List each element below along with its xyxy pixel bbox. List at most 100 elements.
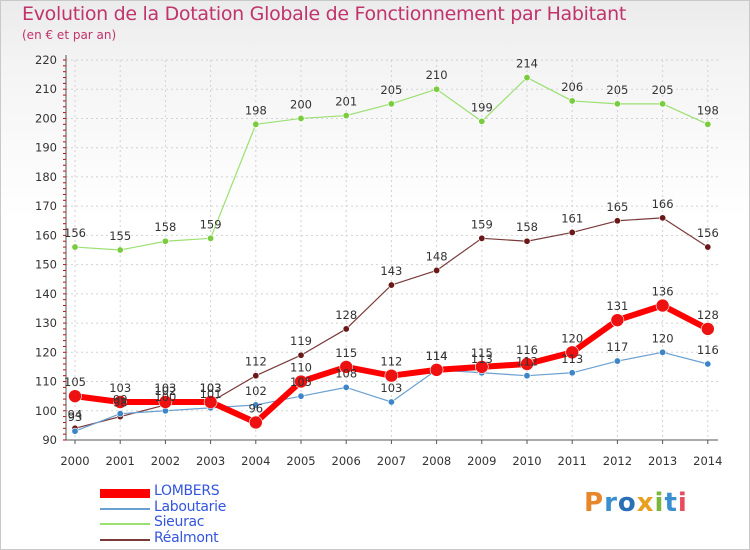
series-lombers [68, 298, 715, 430]
data-label-laboutarie: 120 [652, 331, 674, 345]
y-tick-label: 160 [35, 228, 57, 242]
data-point-r-almont [568, 228, 576, 236]
data-label-laboutarie: 102 [245, 384, 267, 398]
data-label-lombers: 105 [64, 375, 86, 389]
data-point-lombers [203, 395, 218, 409]
y-tick-label: 210 [35, 82, 57, 96]
data-label-laboutarie: 101 [200, 387, 222, 401]
data-label-lombers: 103 [200, 381, 222, 395]
y-tick-label: 220 [35, 53, 57, 67]
y-tick-label: 150 [35, 258, 57, 272]
logo-letter: t [664, 488, 678, 518]
data-label-r-almont: 165 [606, 200, 628, 214]
data-label-laboutarie: 99 [113, 393, 128, 407]
data-point-laboutarie [568, 369, 576, 377]
x-tick-label: 2001 [106, 454, 135, 468]
data-point-laboutarie [613, 357, 621, 365]
data-point-sieurac [568, 97, 576, 105]
data-point-laboutarie [342, 383, 350, 391]
data-label-r-almont: 161 [561, 211, 583, 225]
y-tick-label: 90 [42, 433, 57, 447]
proxiti-logo: Proxiti [584, 488, 688, 518]
data-point-r-almont [478, 234, 486, 242]
data-label-laboutarie: 108 [335, 366, 357, 380]
x-tick-label: 2012 [603, 454, 632, 468]
data-label-r-almont: 158 [516, 220, 538, 234]
data-label-laboutarie: 93 [68, 410, 83, 424]
logo-letter: x [636, 488, 655, 518]
data-point-r-almont [297, 351, 305, 359]
data-point-laboutarie [523, 372, 531, 380]
y-tick-label: 180 [35, 170, 57, 184]
data-point-lombers [429, 363, 444, 377]
data-label-sieurac: 201 [335, 95, 357, 109]
y-tick-label: 100 [35, 404, 57, 418]
data-point-r-almont [387, 281, 395, 289]
data-point-lombers [249, 415, 263, 430]
data-label-lombers: 131 [606, 299, 628, 313]
data-point-lombers [565, 345, 580, 360]
data-point-lombers [294, 374, 308, 389]
data-label-laboutarie: 105 [290, 375, 312, 389]
data-label-r-almont: 98 [113, 396, 128, 410]
y-tick-label: 110 [35, 375, 57, 389]
data-point-r-almont [659, 214, 667, 222]
x-tick-label: 2002 [151, 454, 180, 468]
y-tick-label: 120 [35, 345, 57, 359]
data-label-sieurac: 158 [154, 220, 176, 234]
data-label-sieurac: 156 [64, 226, 86, 240]
data-label-sieurac: 205 [380, 83, 402, 97]
data-label-laboutarie: 114 [426, 349, 448, 363]
data-point-lombers [474, 360, 489, 374]
data-label-r-almont: 94 [68, 407, 83, 421]
data-point-r-almont [342, 325, 350, 333]
data-point-sieurac [387, 100, 395, 108]
legend-swatch [100, 538, 150, 541]
data-label-r-almont: 148 [426, 249, 448, 263]
data-label-lombers: 96 [248, 401, 263, 415]
x-tick-label: 2006 [332, 454, 361, 468]
data-label-lombers: 110 [290, 361, 312, 375]
series-r-almont [71, 214, 712, 432]
logo-letter: r [604, 488, 618, 518]
logo-letter: o [617, 488, 637, 518]
data-label-r-almont: 143 [380, 264, 402, 278]
data-point-sieurac [704, 120, 712, 128]
data-label-lombers: 120 [561, 331, 583, 345]
x-tick-label: 2005 [286, 454, 315, 468]
legend-swatch [100, 523, 150, 525]
data-point-sieurac [297, 114, 305, 122]
data-point-r-almont [613, 217, 621, 225]
data-point-sieurac [433, 85, 441, 93]
legend-label: LOMBERS [154, 483, 220, 499]
data-point-sieurac [342, 112, 350, 120]
data-point-r-almont [523, 237, 531, 245]
data-label-lombers: 116 [516, 343, 538, 357]
data-point-sieurac [71, 243, 79, 251]
data-label-sieurac: 159 [200, 217, 222, 231]
data-label-lombers: 136 [652, 285, 674, 299]
data-label-sieurac: 214 [516, 57, 538, 71]
data-point-lombers [384, 368, 399, 383]
legend-label: Réalmont [154, 529, 219, 546]
data-label-sieurac: 198 [245, 103, 267, 117]
data-label-lombers: 103 [109, 381, 131, 395]
data-point-laboutarie [387, 398, 395, 406]
data-point-lombers [520, 357, 534, 371]
data-point-lombers [339, 360, 354, 374]
axes: 9010011012013014015016017018019020021022… [35, 53, 722, 468]
x-tick-label: 2011 [558, 454, 587, 468]
series-layer [68, 74, 715, 435]
data-point-sieurac [478, 117, 486, 125]
data-label-r-almont: 159 [471, 217, 493, 231]
y-tick-label: 200 [35, 111, 57, 125]
data-label-lombers: 114 [426, 349, 448, 363]
data-label-r-almont: 103 [200, 381, 222, 395]
y-tick-label: 130 [35, 316, 57, 330]
x-tick-label: 2008 [422, 454, 451, 468]
data-label-sieurac: 205 [606, 83, 628, 97]
data-label-lombers: 103 [154, 381, 176, 395]
data-point-laboutarie [71, 427, 79, 435]
